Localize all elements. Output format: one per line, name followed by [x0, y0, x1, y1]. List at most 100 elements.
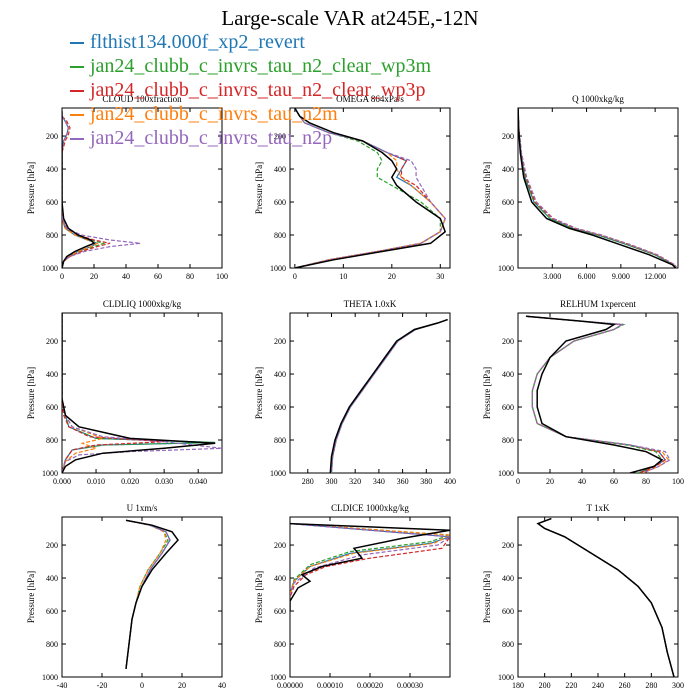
x-tick-label: 12.000: [644, 272, 666, 281]
y-tick-label: 1000: [498, 264, 514, 273]
series-line-flthist: [536, 518, 675, 677]
y-tick-label: 600: [46, 403, 58, 412]
y-tick-label: 400: [274, 574, 286, 583]
series-line-n2m: [294, 108, 446, 268]
x-tick-label: 0: [293, 272, 297, 281]
x-tick-label: 40: [122, 272, 130, 281]
x-tick-label: 0.000: [53, 477, 71, 486]
y-tick-label: 1000: [42, 673, 58, 682]
series-line-n2p: [330, 319, 448, 473]
series-line-n2m: [518, 108, 678, 268]
y-axis-label: Pressure [hPa]: [254, 367, 264, 419]
legend-swatch: [70, 42, 84, 45]
y-tick-label: 1000: [498, 673, 514, 682]
y-tick-label: 600: [274, 607, 286, 616]
y-axis-label: Pressure [hPa]: [26, 367, 36, 419]
series-line-black: [525, 315, 664, 473]
panel-title: T 1xK: [586, 503, 610, 513]
x-tick-label: 280: [302, 477, 314, 486]
x-tick-label: 240: [592, 681, 604, 690]
y-tick-label: 1000: [270, 264, 286, 273]
y-tick-label: 200: [274, 541, 286, 550]
legend-item-n2p: jan24_clubb_c_invrs_tau_n2p: [70, 126, 431, 150]
x-tick-label: 9.000: [612, 272, 630, 281]
y-axis-label: Pressure [hPa]: [254, 571, 264, 623]
y-tick-label: 800: [502, 436, 514, 445]
series-line-wp3p: [125, 519, 171, 669]
x-tick-label: 60: [610, 477, 618, 486]
series-line-n2p: [125, 519, 171, 669]
y-tick-label: 800: [274, 640, 286, 649]
x-tick-label: 380: [420, 477, 432, 486]
series-line-wp3p: [518, 108, 678, 268]
x-tick-label: 80: [186, 272, 194, 281]
figure-title: Large-scale VAR at245E,-12N: [221, 6, 479, 30]
series-line-wp3m: [518, 108, 678, 268]
x-tick-label: 0.040: [189, 477, 207, 486]
x-tick-label: 80: [642, 477, 650, 486]
legend-item-wp3m: jan24_clubb_c_invrs_tau_n2_clear_wp3m: [70, 54, 431, 78]
x-tick-label: -40: [57, 681, 68, 690]
series-line-black: [518, 108, 677, 268]
panel-title: OMEGA 864xPa/s: [336, 94, 404, 104]
y-tick-label: 800: [502, 640, 514, 649]
x-tick-label: 0.020: [121, 477, 139, 486]
y-tick-label: 200: [274, 337, 286, 346]
legend-label: jan24_clubb_c_invrs_tau_n2m: [90, 103, 338, 125]
legend-label: jan24_clubb_c_invrs_tau_n2_clear_wp3p: [90, 79, 426, 101]
series-line-n2m: [290, 523, 450, 595]
y-axis-label: Pressure [hPa]: [254, 162, 264, 214]
panel-title: Q 1000xkg/kg: [572, 94, 624, 104]
y-tick-label: 1000: [42, 469, 58, 478]
series-line-flthist: [125, 519, 171, 669]
x-tick-label: 360: [397, 477, 409, 486]
series-line-wp3m: [125, 519, 169, 669]
legend-swatch: [70, 138, 84, 141]
y-tick-label: 400: [46, 165, 58, 174]
panel-title: RELHUM 1xpercent: [560, 299, 636, 309]
legend-item-flthist: flthist134.000f_xp2_revert: [70, 30, 431, 54]
series-line-wp3p: [330, 319, 448, 473]
series-line-wp3m: [290, 523, 450, 595]
series-line-n2p: [536, 518, 675, 677]
plot-frame: [61, 516, 223, 678]
y-tick-label: 600: [502, 403, 514, 412]
series-line-flthist: [330, 319, 448, 473]
y-tick-label: 600: [46, 607, 58, 616]
legend-item-n2m: jan24_clubb_c_invrs_tau_n2m: [70, 102, 431, 126]
series-line-n2p: [290, 523, 450, 595]
x-tick-label: 0.010: [87, 477, 105, 486]
x-tick-label: 280: [645, 681, 657, 690]
y-tick-label: 400: [274, 370, 286, 379]
panel-5: THETA 1.0xK Pressure [hPa] 200 400 600 800 100…: [254, 299, 456, 486]
y-tick-label: 200: [274, 132, 286, 141]
y-axis-label: Pressure [hPa]: [482, 162, 492, 214]
y-tick-label: 800: [46, 436, 58, 445]
y-tick-label: 200: [46, 541, 58, 550]
x-tick-label: 260: [619, 681, 631, 690]
series-line-wp3p: [62, 313, 165, 473]
y-tick-label: 1000: [42, 264, 58, 273]
legend-item-wp3p: jan24_clubb_c_invrs_tau_n2_clear_wp3p: [70, 78, 431, 102]
y-tick-label: 200: [502, 541, 514, 550]
series-line-n2m: [330, 319, 448, 473]
x-tick-label: 40: [218, 681, 226, 690]
y-tick-label: 400: [502, 574, 514, 583]
series-line-black: [125, 519, 179, 669]
legend: flthist134.000f_xp2_revert jan24_clubb_c_…: [70, 30, 431, 150]
y-tick-label: 800: [46, 640, 58, 649]
x-tick-label: 200: [539, 681, 551, 690]
series-line-flthist: [518, 108, 678, 268]
series-line-black: [329, 318, 448, 473]
legend-swatch: [70, 114, 84, 117]
series-line-wp3m: [536, 518, 675, 677]
y-tick-label: 600: [502, 607, 514, 616]
x-tick-label: 20: [178, 681, 186, 690]
series-line-black: [62, 111, 96, 268]
plot-frame: [517, 312, 679, 474]
series-line-n2p: [62, 115, 141, 268]
x-tick-label: 0: [140, 681, 144, 690]
